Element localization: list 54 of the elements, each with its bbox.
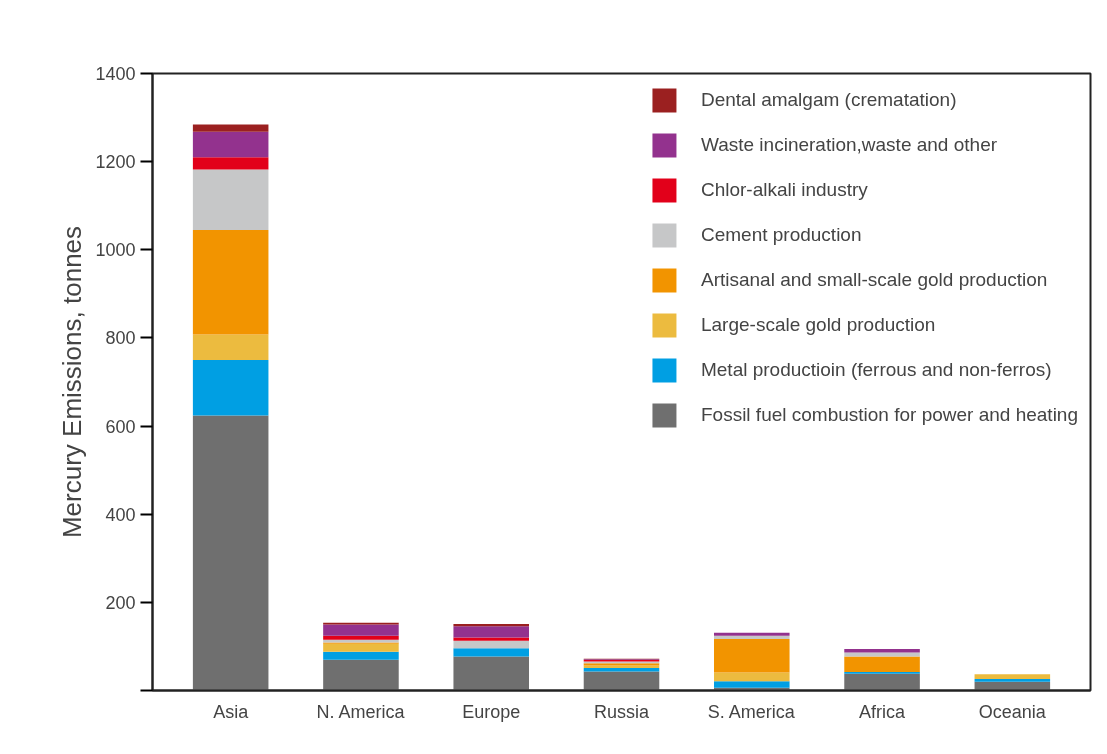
y-tick-label: 200 — [105, 592, 136, 613]
bar — [453, 656, 529, 691]
bar — [192, 229, 269, 335]
bar — [714, 681, 790, 688]
bar — [192, 415, 269, 691]
bar — [192, 124, 269, 132]
bar — [844, 652, 920, 657]
legend-label: Dental amalgam (crematation) — [700, 89, 957, 111]
bar — [844, 649, 920, 653]
x-tick-label: Russia — [593, 701, 650, 722]
bar — [453, 640, 529, 649]
y-tick-label: 1000 — [95, 240, 136, 261]
bar — [453, 637, 529, 641]
bar — [192, 169, 269, 230]
bar — [583, 671, 660, 691]
bar — [974, 674, 1051, 680]
legend-label: Metal productioin (ferrous and non-ferros) — [700, 359, 1052, 381]
bar — [453, 623, 529, 627]
bar — [323, 659, 399, 691]
legend-label: Large-scale gold production — [700, 314, 936, 336]
bar — [714, 672, 790, 682]
bar — [844, 673, 920, 691]
y-tick-label: 800 — [105, 328, 136, 349]
bar — [974, 681, 1051, 691]
bar — [844, 656, 920, 672]
legend-label: Waste incineration,waste and other — [700, 134, 998, 156]
y-tick-label: 400 — [105, 504, 136, 525]
bar — [453, 648, 529, 657]
legend-label: Chlor-alkali industry — [700, 179, 868, 201]
bar — [323, 643, 399, 652]
x-tick-label: Europe — [462, 701, 521, 722]
y-tick-label: 1200 — [95, 152, 136, 173]
y-tick-label: 1400 — [95, 64, 136, 84]
bar — [192, 334, 269, 360]
legend-label: Artisanal and small-scale gold production — [700, 269, 1048, 291]
bar — [583, 668, 660, 672]
legend-label: Cement production — [700, 224, 862, 246]
bar — [453, 626, 529, 638]
bar — [323, 635, 399, 640]
bar — [714, 638, 790, 673]
y-tick-label: 600 — [105, 416, 136, 437]
legend-label: Fossil fuel combustion for power and heating — [700, 404, 1078, 426]
bar — [192, 157, 269, 170]
bar — [192, 131, 269, 158]
bar — [974, 679, 1051, 682]
x-tick-label: S. America — [707, 701, 796, 722]
bar — [323, 651, 399, 660]
x-tick-label: N. America — [316, 701, 406, 722]
bar — [323, 624, 399, 636]
x-tick-label: Asia — [213, 701, 250, 722]
bar — [192, 359, 269, 416]
x-tick-label: Oceania — [978, 701, 1047, 722]
y-axis-title: Mercury Emissions, tonnes — [57, 225, 88, 539]
x-tick-label: Africa — [859, 701, 907, 722]
